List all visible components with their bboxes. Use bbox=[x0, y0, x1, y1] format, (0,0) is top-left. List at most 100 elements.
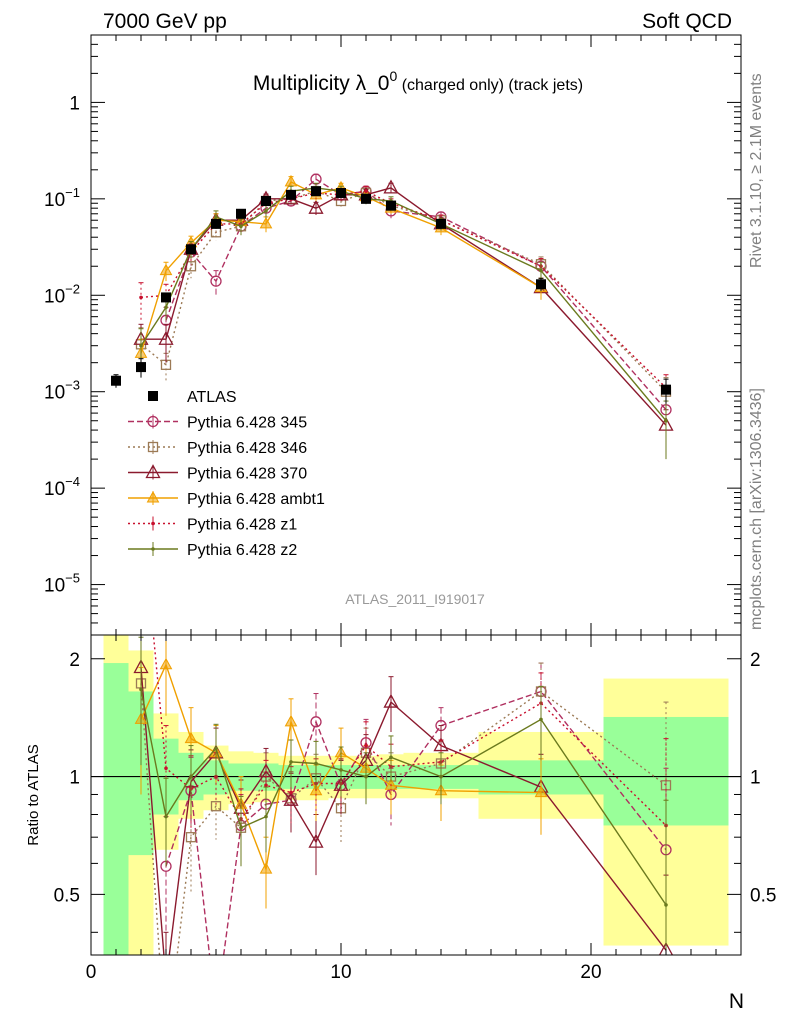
ratio-y-tick-label: 1 bbox=[69, 768, 80, 789]
ratio-point-pythia-6-428-z2 bbox=[314, 761, 318, 766]
main-point-pythia-6-428-z2 bbox=[139, 343, 143, 348]
legend: ATLAS Pythia 6.428 345 Pythia 6.428 346 Pyt… bbox=[128, 389, 325, 559]
main-point-pythia-6-428-z2 bbox=[264, 209, 268, 213]
legend-item-pythia-6-428-z2: Pythia 6.428 z2 bbox=[128, 542, 297, 559]
main-point-pythia-6-428-z2 bbox=[214, 215, 218, 219]
ratio-point-pythia-6-428-370 bbox=[383, 693, 399, 708]
y-tick-label-exp: −5 bbox=[65, 571, 80, 586]
main-point-atlas bbox=[161, 292, 171, 303]
ratio-point-pythia-6-428-z1 bbox=[364, 743, 368, 748]
x-tick-label: 0 bbox=[86, 962, 97, 983]
main-point-atlas bbox=[336, 187, 346, 198]
ratio-ylabel: Ratio to ATLAS bbox=[25, 744, 42, 845]
ratio-point-pythia-6-428-370 bbox=[283, 791, 299, 806]
ratio-point-pythia-6-428-ambt1 bbox=[284, 714, 298, 727]
rivet-label: Rivet 3.1.10, ≥ 2.1M events bbox=[748, 73, 765, 268]
main-line-pythia-6-428-z2 bbox=[140, 187, 667, 422]
main-point-pythia-6-428-z2 bbox=[164, 305, 168, 310]
main-point-pythia-6-428-z1 bbox=[139, 295, 143, 300]
legend-label: Pythia 6.428 z2 bbox=[187, 542, 297, 559]
legend-marker bbox=[146, 490, 160, 503]
y-tick-label-base: 1 bbox=[69, 93, 80, 114]
ratio-point-pythia-6-428-346 bbox=[210, 801, 222, 812]
main-point-atlas bbox=[661, 384, 671, 395]
ratio-point-pythia-6-428-370 bbox=[308, 833, 324, 848]
header-right: Soft QCD bbox=[642, 10, 732, 33]
main-point-pythia-6-428-z2 bbox=[664, 418, 668, 423]
y-tick-label-exp: −4 bbox=[65, 474, 80, 489]
ratio-point-pythia-6-428-ambt1 bbox=[159, 657, 173, 670]
legend-marker bbox=[145, 464, 161, 479]
main-point-atlas bbox=[286, 189, 296, 200]
main-line-pythia-6-428-ambt1 bbox=[140, 180, 542, 354]
main-series-group bbox=[111, 173, 674, 460]
ratio-point-pythia-6-428-z2 bbox=[439, 774, 443, 779]
main-point-pythia-6-428-370 bbox=[308, 199, 324, 214]
main-point-pythia-6-428-z1 bbox=[364, 189, 368, 194]
ratio-y-tick-label: 0.5 bbox=[54, 885, 80, 906]
ratio-point-pythia-6-428-345 bbox=[310, 716, 322, 728]
ratio-point-pythia-6-428-z1 bbox=[264, 783, 268, 788]
main-point-pythia-6-428-z2 bbox=[539, 268, 543, 273]
legend-label: Pythia 6.428 z1 bbox=[187, 517, 297, 534]
main-point-atlas bbox=[361, 193, 371, 204]
main-point-atlas bbox=[111, 375, 121, 386]
ratio-point-pythia-6-428-z2 bbox=[664, 903, 668, 907]
y-tick-label: 1 bbox=[69, 93, 80, 114]
ratio-series-group bbox=[133, 501, 674, 1017]
main-point-atlas bbox=[211, 218, 221, 229]
y-tick-label-exp: −2 bbox=[65, 281, 80, 296]
ratio-point-pythia-6-428-346 bbox=[185, 832, 197, 843]
ratio-point-pythia-6-428-z1 bbox=[139, 501, 143, 505]
ratio-point-pythia-6-428-z2 bbox=[289, 760, 293, 764]
ratio-point-pythia-6-428-z2 bbox=[539, 717, 543, 722]
chart-title-sup: 0 bbox=[389, 68, 397, 84]
mcplots-label: mcplots.cern.ch [arXiv:1306.3436] bbox=[748, 388, 765, 630]
legend-label: ATLAS bbox=[187, 389, 237, 406]
ratio-point-pythia-6-428-z2 bbox=[239, 825, 243, 830]
main-point-pythia-6-428-z2 bbox=[239, 224, 243, 229]
ratio-y-tick-label-right: 1 bbox=[750, 768, 761, 789]
ratio-y-tick-label-right: 2 bbox=[750, 650, 761, 671]
y-tick-label: 10−3 bbox=[44, 378, 80, 404]
main-point-pythia-6-428-ambt1 bbox=[259, 216, 273, 229]
ratio-point-pythia-6-428-z2 bbox=[389, 755, 393, 760]
main-point-atlas bbox=[261, 195, 271, 206]
ratio-point-pythia-6-428-345 bbox=[211, 1007, 221, 1017]
legend-label: Pythia 6.428 370 bbox=[187, 466, 307, 483]
legend-marker bbox=[147, 441, 159, 453]
ratio-point-pythia-6-428-z2 bbox=[139, 687, 143, 692]
main-series-atlas bbox=[111, 186, 671, 404]
ratio-line-pythia-6-428-z2 bbox=[140, 689, 667, 906]
ratio-point-pythia-6-428-z2 bbox=[164, 814, 168, 819]
legend-item-pythia-6-428-z1: Pythia 6.428 z1 bbox=[128, 516, 297, 534]
ratio-point-pythia-6-428-z2 bbox=[364, 774, 368, 779]
ratio-line-pythia-6-428-z1 bbox=[152, 635, 667, 827]
legend-item-pythia-6-428-370: Pythia 6.428 370 bbox=[128, 464, 307, 483]
chart-title-main: Multiplicity λ_0 bbox=[253, 72, 390, 95]
ratio-line-pythia-6-428-370 bbox=[140, 667, 667, 955]
band-inner bbox=[103, 663, 129, 955]
y-tick-label: 10−2 bbox=[44, 281, 80, 307]
header-left: 7000 GeV pp bbox=[103, 10, 227, 33]
main-point-pythia-6-428-370 bbox=[383, 179, 399, 194]
legend-marker bbox=[151, 547, 155, 551]
ratio-point-pythia-6-428-z1 bbox=[289, 790, 293, 795]
x-axis-label: N bbox=[729, 990, 744, 1013]
ratio-point-pythia-6-428-z2 bbox=[214, 746, 218, 751]
y-tick-label: 10−5 bbox=[44, 571, 80, 597]
main-point-pythia-6-428-ambt1 bbox=[284, 174, 298, 187]
main-point-atlas bbox=[386, 200, 396, 211]
main-point-atlas bbox=[236, 208, 246, 219]
ratio-y-tick-label-right: 0.5 bbox=[750, 885, 776, 906]
legend-marker bbox=[148, 391, 158, 401]
chart-title: Multiplicity λ_00 (charged only) (track … bbox=[253, 68, 583, 95]
main-line-pythia-6-428-346 bbox=[140, 190, 667, 393]
legend-label: Pythia 6.428 345 bbox=[187, 415, 307, 432]
main-point-pythia-6-428-345 bbox=[210, 275, 222, 287]
legend-label: Pythia 6.428 346 bbox=[187, 440, 307, 457]
analysis-id: ATLAS_2011_I919017 bbox=[345, 591, 485, 607]
ratio-point-pythia-6-428-ambt1 bbox=[184, 731, 198, 744]
